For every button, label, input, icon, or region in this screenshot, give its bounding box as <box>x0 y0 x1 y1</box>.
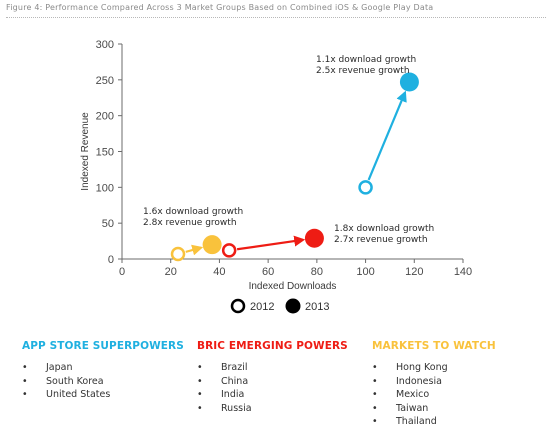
x-tick-label: 0 <box>119 266 125 278</box>
growth-annotation: 2.7x revenue growth <box>334 235 428 245</box>
x-tick-label: 140 <box>454 266 472 278</box>
y-tick-label: 50 <box>102 218 114 230</box>
country-name: Mexico <box>396 389 430 400</box>
growth-annotation: 2.8x revenue growth <box>143 218 237 228</box>
bullet-icon: • <box>22 375 28 387</box>
country-item: • Japan <box>22 361 184 375</box>
x-axis-title: Indexed Downloads <box>249 281 337 292</box>
y-tick-label: 0 <box>108 254 114 266</box>
country-item: • Mexico <box>372 388 496 402</box>
country-item: • Thailand <box>372 415 496 429</box>
chart-legend: 2012 2013 <box>230 298 329 314</box>
growth-arrow <box>367 90 407 181</box>
bullet-icon: • <box>197 362 203 373</box>
country-name: Brazil <box>221 362 248 373</box>
caption-divider <box>6 17 546 18</box>
bullet-icon: • <box>372 402 378 414</box>
legend-marker-2013 <box>285 298 301 314</box>
country-item: • Taiwan <box>372 402 496 416</box>
y-tick-label: 100 <box>96 182 114 194</box>
x-tick-label: 40 <box>213 266 225 278</box>
x-tick-label: 80 <box>311 266 323 278</box>
country-name: Japan <box>46 362 73 373</box>
x-tick-label: 20 <box>165 266 177 278</box>
country-item: • Hong Kong <box>372 361 496 375</box>
country-item: • Russia <box>197 402 348 416</box>
legend-label-2012: 2012 <box>250 301 274 313</box>
country-name: India <box>221 389 245 400</box>
bullet-icon: • <box>372 389 378 400</box>
country-name: Thailand <box>396 416 437 427</box>
country-list: • Hong Kong • Indonesia • Mexico • Taiwan • Thail… <box>372 361 496 429</box>
bullet-icon: • <box>372 362 378 373</box>
bullet-icon: • <box>22 389 28 400</box>
bullet-icon: • <box>197 402 203 414</box>
growth-annotation: 1.1x download growth <box>316 55 416 65</box>
country-name: Hong Kong <box>396 362 448 373</box>
country-item: • Brazil <box>197 361 348 375</box>
group-bric-emerging-powers: BRIC EMERGING POWERS • Brazil • China • India… <box>197 340 348 415</box>
legend-marker-2012 <box>230 298 246 314</box>
group-app-store-superpowers: APP STORE SUPERPOWERS • Japan • South Korea… <box>22 340 184 402</box>
bullet-icon: • <box>22 362 28 373</box>
group-title: MARKETS TO WATCH <box>372 340 496 352</box>
country-item: • Indonesia <box>372 375 496 389</box>
country-item: • India <box>197 388 348 402</box>
group-title: APP STORE SUPERPOWERS <box>22 340 184 352</box>
tick-labels: 0 50 100 150 200 250 300 0 20 40 60 80 100 120 140 Inde… <box>80 39 472 292</box>
scatter-chart: 0 50 100 150 200 250 300 0 20 40 60 80 100 120 140 Inde… <box>80 39 472 314</box>
country-name: South Korea <box>46 375 104 387</box>
bullet-icon: • <box>197 375 203 387</box>
point-2012 <box>221 243 237 258</box>
growth-arrow <box>185 244 204 256</box>
bullet-icon: • <box>372 375 378 387</box>
country-list: • Japan • South Korea • United States <box>22 361 184 402</box>
y-tick-label: 150 <box>96 147 114 159</box>
y-axis-title: Indexed Revenue <box>80 112 91 191</box>
group-title: BRIC EMERGING POWERS <box>197 340 348 352</box>
growth-annotation: 1.8x download growth <box>334 224 434 234</box>
country-item: • South Korea <box>22 375 184 389</box>
growth-annotation: 1.6x download growth <box>143 207 243 217</box>
growth-arrow <box>236 235 306 251</box>
group-markets-to-watch: MARKETS TO WATCH • Hong Kong • Indonesia • Me… <box>372 340 496 429</box>
y-tick-label: 250 <box>96 75 114 87</box>
x-tick-label: 100 <box>356 266 374 278</box>
figure-caption: Figure 4: Performance Compared Across 3 … <box>6 3 434 12</box>
data-series <box>170 72 419 262</box>
x-tick-label: 60 <box>262 266 274 278</box>
y-tick-label: 300 <box>96 39 114 51</box>
point-2012 <box>358 180 373 195</box>
point-2012 <box>170 246 186 262</box>
country-name: Russia <box>221 402 252 414</box>
legend-label-2013: 2013 <box>305 301 329 313</box>
country-name: United States <box>46 389 111 400</box>
country-item: • United States <box>22 388 184 402</box>
y-tick-label: 200 <box>96 111 114 123</box>
point-2013 <box>202 235 222 255</box>
country-name: China <box>221 375 249 387</box>
x-tick-label: 120 <box>405 266 423 278</box>
bullet-icon: • <box>197 389 203 400</box>
growth-annotation: 2.5x revenue growth <box>316 66 410 76</box>
country-item: • China <box>197 375 348 389</box>
country-name: Indonesia <box>396 375 442 387</box>
country-list: • Brazil • China • India • Russia <box>197 361 348 415</box>
point-2013 <box>399 72 419 92</box>
point-2013 <box>304 228 324 248</box>
country-name: Taiwan <box>396 402 429 414</box>
bullet-icon: • <box>372 416 378 427</box>
